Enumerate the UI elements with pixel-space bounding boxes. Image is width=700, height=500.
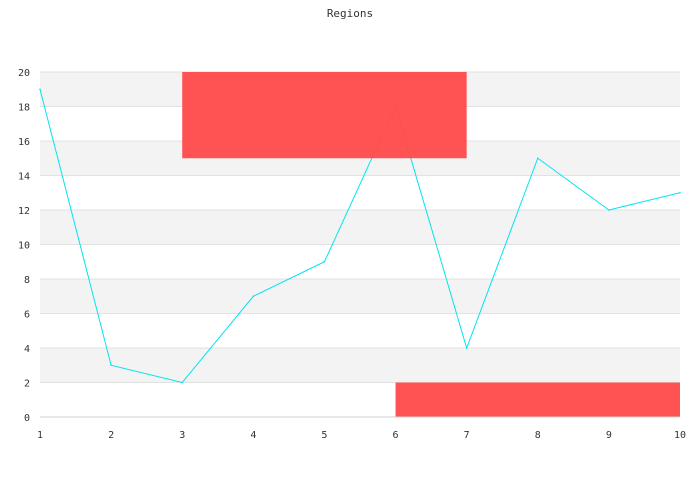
series-lines [39,88,681,384]
series-point [536,157,539,160]
y-tick-label: 20 [18,68,30,79]
x-tick-label: 7 [464,430,470,441]
x-tick-label: 5 [321,430,327,441]
y-tick-label: 12 [18,206,30,217]
x-tick-label: 1 [37,430,43,441]
y-tick-label: 14 [18,172,30,183]
region-rect [182,72,467,159]
series-point [323,260,326,263]
series-point [679,191,681,194]
series-point [110,364,112,367]
series-point [465,347,468,349]
y-tick-label: 4 [24,344,30,355]
series-point [252,295,255,298]
x-tick-label: 6 [393,430,399,441]
x-tick-label: 9 [606,430,612,441]
y-tick-label: 6 [24,310,30,321]
x-tick-label: 8 [535,430,541,441]
y-tick-label: 10 [18,241,30,252]
x-tick-label: 10 [674,430,686,441]
x-tick-labels: 1 2 3 4 5 6 7 8 9 10 [37,430,686,441]
regions [182,72,680,417]
y-tick-label: 18 [18,103,30,114]
x-tick-label: 2 [108,430,114,441]
series-line [39,89,681,384]
y-tick-label: 16 [18,137,30,148]
y-tick-label: 8 [24,275,30,286]
x-tick-label: 3 [179,430,185,441]
x-tick-label: 4 [250,430,256,441]
y-tick-label: 0 [24,413,30,424]
grid-band [40,210,680,245]
series-point [181,381,184,384]
y-tick-label: 2 [24,379,30,390]
series-point [39,88,41,91]
y-tick-labels: 0 2 4 6 8 10 12 14 16 18 20 [18,68,30,424]
chart-title: Regions [327,7,373,20]
grid-band [40,348,680,383]
grid-band [40,279,680,314]
region-rect [395,382,680,417]
series-point [608,209,610,211]
